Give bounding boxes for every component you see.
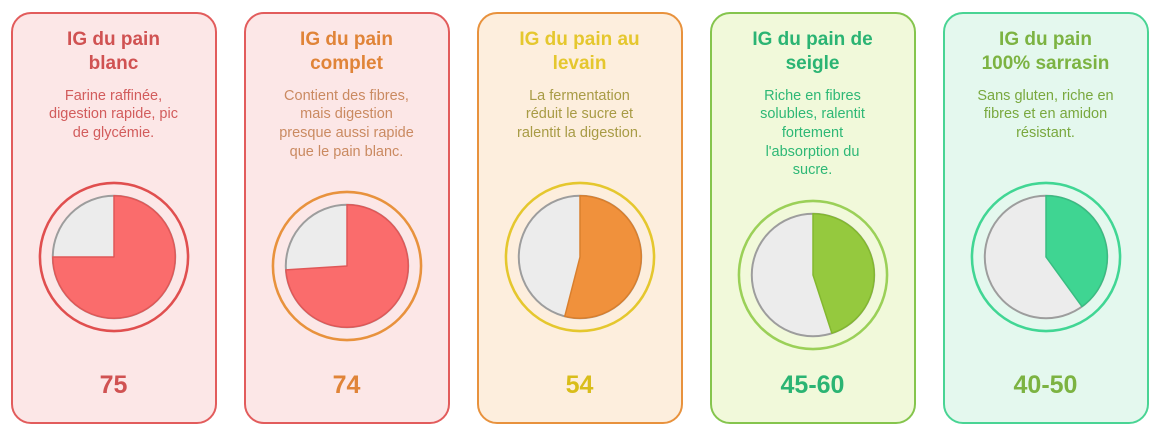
- pie-chart: [953, 143, 1139, 371]
- pie-filled-slice: [563, 194, 642, 319]
- card-title: IG du pain complet: [300, 29, 393, 74]
- pie-chart-svg: [271, 190, 422, 342]
- pie-outer-ring: [737, 199, 888, 351]
- ig-value: 45-60: [780, 371, 845, 399]
- card-pain-blanc: IG du pain blanc Farine raffinée, digest…: [10, 12, 217, 424]
- pie-chart: [254, 161, 440, 371]
- ig-value: 75: [99, 371, 128, 399]
- pie-filled-slice: [811, 213, 875, 335]
- pie-filled-slice: [1044, 194, 1108, 308]
- card-title: IG du pain blanc: [67, 29, 160, 74]
- pie-chart-svg: [737, 199, 888, 351]
- card-pain-seigle: IG du pain de seigle Riche en fibres sol…: [709, 12, 916, 424]
- card-description: Riche en fibres solubles, ralentit forte…: [760, 87, 865, 179]
- card-description: La fermentation réduit le sucre et ralen…: [517, 87, 642, 141]
- card-title: IG du pain au levain: [519, 29, 640, 74]
- pie-outer-ring: [38, 181, 189, 333]
- pie-chart: [21, 143, 207, 371]
- pie-outer-ring: [271, 190, 422, 342]
- card-pain-complet: IG du pain complet Contient des fibres, …: [243, 12, 450, 424]
- pie-chart: [487, 143, 673, 371]
- card-title: IG du pain de seigle: [752, 29, 873, 74]
- pie-outer-ring: [504, 181, 655, 333]
- pie-chart: [720, 180, 906, 371]
- card-pain-levain: IG du pain au levain La fermentation réd…: [476, 12, 683, 424]
- pie-outer-ring: [970, 181, 1121, 333]
- pie-filled-slice: [51, 194, 176, 319]
- ig-value: 40-50: [1013, 371, 1078, 399]
- card-description: Sans gluten, riche en fibres et en amido…: [977, 87, 1114, 141]
- pie-chart-svg: [970, 181, 1121, 333]
- card-description: Farine raffinée, digestion rapide, pic d…: [49, 87, 178, 141]
- ig-bread-comparison-infographic: IG du pain blanc Farine raffinée, digest…: [10, 12, 1149, 424]
- card-description: Contient des fibres, mais digestion pres…: [279, 87, 414, 160]
- ig-value: 74: [332, 371, 361, 399]
- card-pain-sarrasin: IG du pain 100% sarrasin Sans gluten, ri…: [942, 12, 1149, 424]
- pie-chart-svg: [504, 181, 655, 333]
- pie-filled-slice: [284, 204, 409, 328]
- pie-chart-svg: [38, 181, 189, 333]
- card-title: IG du pain 100% sarrasin: [981, 29, 1110, 74]
- ig-value: 54: [565, 371, 594, 399]
